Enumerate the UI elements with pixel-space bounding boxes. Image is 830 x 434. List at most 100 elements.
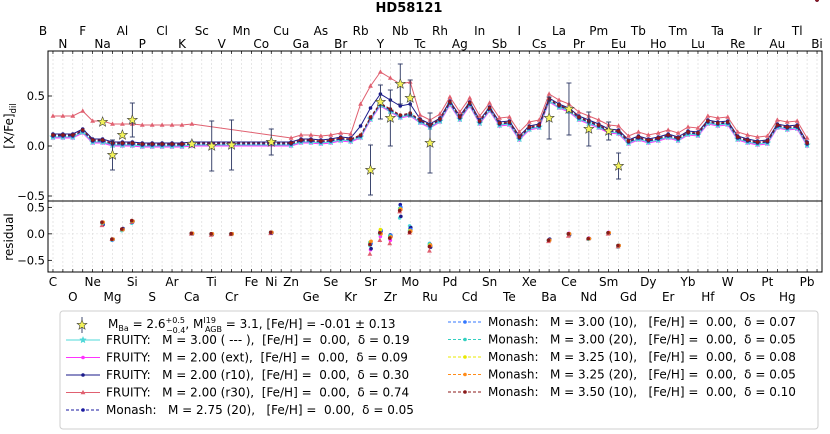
- series-point: [477, 119, 482, 123]
- series-point: [189, 121, 195, 126]
- series-point: [577, 115, 581, 119]
- residual-point-Ca: [189, 231, 194, 236]
- series-point: [338, 136, 343, 140]
- series-point: [735, 129, 741, 134]
- legend-marker: [463, 320, 467, 324]
- series-point: [329, 138, 333, 142]
- observed-star-Ti: [206, 139, 218, 151]
- residual-y-tick-label: −0.5: [17, 253, 45, 267]
- series-point: [70, 113, 76, 118]
- element-label-Kr: Kr: [344, 290, 357, 304]
- series-point: [169, 122, 175, 127]
- residual-panel-frame: [47, 200, 823, 273]
- legend-label: Monash: M = 3.50 (10), [Fe/H] = 0.00, δ …: [488, 385, 796, 399]
- legend-marker: [463, 355, 467, 359]
- top-y-tick-label: −0.5: [17, 189, 45, 203]
- legend-mba-sup: +0.5: [166, 316, 185, 325]
- element-label-Hg: Hg: [779, 290, 796, 304]
- observed-star-Sr: [364, 163, 377, 175]
- series-point: [130, 141, 135, 145]
- residual-y-tick-label: 0.0: [27, 227, 45, 241]
- series-point: [308, 132, 314, 137]
- series-point: [467, 95, 473, 100]
- residual-point-Sr: [369, 246, 373, 251]
- top-y-ticks: 0.5 0.0 −0.5: [17, 89, 52, 203]
- residual-point-Si: [129, 218, 134, 223]
- element-label-Ca: Ca: [184, 290, 200, 304]
- residual-y-axis-label: residual: [2, 213, 16, 261]
- residual-point-Y: [378, 230, 382, 235]
- series-point: [51, 133, 55, 137]
- legend-label: FRUITY: M = 2.00 (r10), [Fe/H] = 0.00, δ…: [106, 368, 409, 382]
- element-label-Hf: Hf: [701, 290, 715, 304]
- residual-point-Cr: [229, 232, 233, 236]
- top-y-axis-label-main: [X/Fe]: [2, 113, 16, 148]
- series-point: [100, 138, 105, 142]
- element-label-Cu: Cu: [273, 24, 289, 38]
- series-point: [616, 123, 621, 128]
- series-point: [685, 124, 691, 129]
- residual-point-Eu: [616, 243, 620, 248]
- series-point: [90, 138, 95, 142]
- top-y-axis-label: [X/Fe]dil: [2, 103, 19, 148]
- series-point: [794, 118, 800, 123]
- series-point: [160, 142, 164, 146]
- series-point: [398, 104, 403, 108]
- series-point: [120, 121, 125, 126]
- legend-model-entries: FRUITY: M = 3.00 ( --- ), [Fe/H] = 0.00,…: [66, 315, 796, 417]
- legend-frame: [59, 310, 819, 430]
- residual-point-Ba: [546, 238, 551, 243]
- element-label-Yb: Yb: [680, 275, 696, 289]
- element-label-Fe: Fe: [245, 275, 259, 289]
- residual-y-tick-label: 0.5: [27, 200, 45, 214]
- legend: MBa = 2.6+0.5 −0.4, MI19 AGB = 3.1, [Fe/H]…: [59, 310, 819, 430]
- residual-point-Na: [99, 222, 105, 228]
- series-point: [755, 140, 760, 144]
- element-label-Al: Al: [117, 24, 129, 38]
- series-point: [457, 109, 463, 114]
- residual-point-Nb: [397, 208, 402, 213]
- legend-label: FRUITY: M = 3.00 ( --- ), [Fe/H] = 0.00,…: [106, 333, 410, 347]
- element-label-Ba: Ba: [541, 290, 557, 304]
- legend-entry-1: FRUITY: M = 2.00 (ext), [Fe/H] = 0.00, δ…: [66, 351, 408, 365]
- series-point: [358, 133, 363, 137]
- element-label-Mn: Mn: [233, 24, 251, 38]
- element-label-Mo: Mo: [401, 275, 419, 289]
- element-label-B: B: [39, 24, 47, 38]
- element-label-Zr: Zr: [384, 290, 397, 304]
- series-point: [418, 118, 422, 122]
- legend-entry-9: Monash: M = 3.50 (10), [Fe/H] = 0.00, δ …: [448, 385, 796, 399]
- element-label-Os: Os: [740, 290, 756, 304]
- element-label-Tl: Tl: [791, 24, 803, 38]
- series-point: [140, 142, 145, 146]
- residual-point-Sm: [606, 230, 610, 235]
- element-label-Cr: Cr: [225, 290, 238, 304]
- top-y-tick-label: 0.0: [27, 139, 45, 153]
- legend-mba-inf: −0.4: [166, 326, 185, 335]
- legend-label: Monash: M = 3.00 (10), [Fe/H] = 0.00, δ …: [488, 315, 796, 329]
- legend-mba-sub: Ba: [118, 324, 128, 333]
- element-label-Ne: Ne: [85, 275, 101, 289]
- residual-panel: 0.5 0.0 −0.5 residual: [2, 200, 823, 273]
- series-point: [675, 130, 681, 135]
- residual-point-Y: [377, 237, 383, 243]
- observed-points: [96, 63, 625, 196]
- series-9: [51, 0, 819, 146]
- series-point: [378, 69, 383, 74]
- legend-entry-3: FRUITY: M = 2.00 (r30), [Fe/H] = 0.00, δ…: [66, 386, 409, 400]
- series-point: [725, 114, 731, 119]
- series-point: [150, 142, 154, 146]
- series-point: [319, 139, 323, 143]
- series-point: [139, 122, 145, 127]
- series-point: [60, 113, 66, 118]
- series-point: [80, 108, 86, 113]
- observed-star-Mo: [404, 91, 416, 103]
- series-point: [695, 125, 701, 130]
- series-point: [774, 117, 780, 122]
- legend-marker: [80, 389, 86, 395]
- residual-point-Zr: [387, 236, 392, 240]
- element-label-K: K: [178, 37, 187, 51]
- series-point: [517, 135, 522, 139]
- legend-entry-7: Monash: M = 3.25 (10), [Fe/H] = 0.00, δ …: [448, 350, 796, 364]
- observed-star-Ru: [424, 136, 436, 148]
